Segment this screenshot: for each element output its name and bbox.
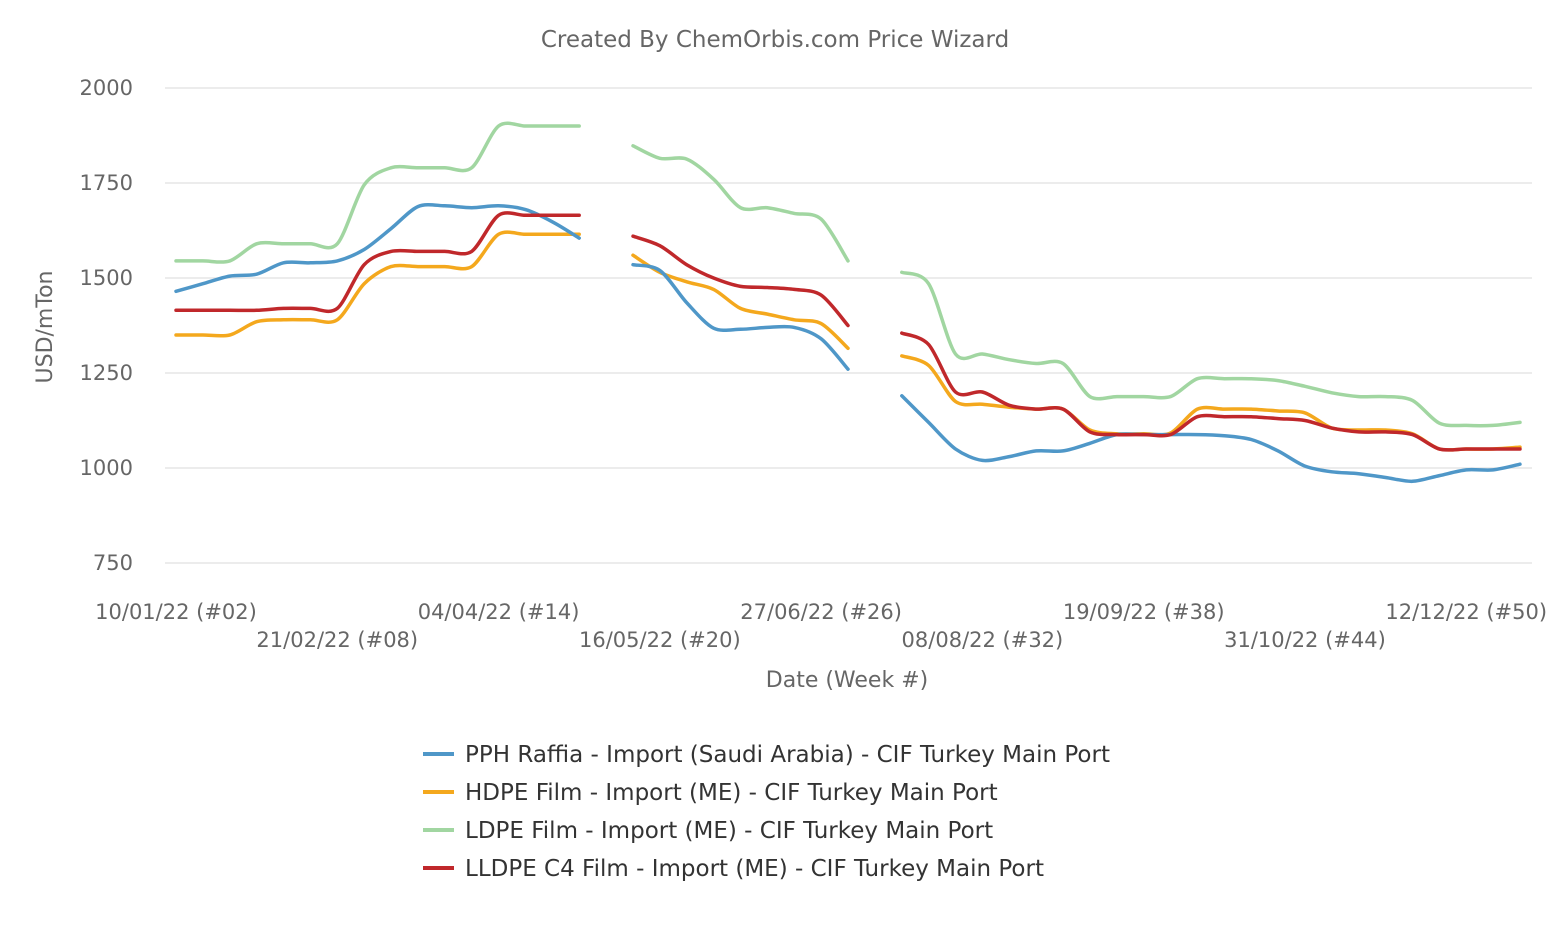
- x-tick-label: 12/12/22 (#50): [1385, 600, 1547, 624]
- x-tick-label: 08/08/22 (#32): [902, 628, 1064, 652]
- x-tick-label: 16/05/22 (#20): [579, 628, 741, 652]
- series-line-1: [174, 230, 1522, 452]
- grid-lines: [165, 87, 1532, 564]
- legend-item[interactable]: LDPE Film - Import (ME) - CIF Turkey Mai…: [423, 818, 993, 844]
- legend-label: LDPE Film - Import (ME) - CIF Turkey Mai…: [465, 818, 993, 844]
- series-line-2: [174, 121, 1522, 428]
- y-axis-title: USD/mTon: [33, 271, 58, 384]
- y-tick-label: 2000: [80, 76, 133, 100]
- x-tick-label: 21/02/22 (#08): [256, 628, 418, 652]
- series-segment: [900, 394, 1522, 484]
- series-segment: [174, 121, 581, 264]
- y-tick-label: 1500: [80, 266, 133, 290]
- y-tick-label: 1250: [80, 361, 133, 385]
- x-tick-label: 04/04/22 (#14): [418, 600, 580, 624]
- series-segment: [631, 234, 850, 328]
- series-segment: [900, 270, 1522, 428]
- series-line-0: [174, 203, 1522, 484]
- legend-item[interactable]: LLDPE C4 Film - Import (ME) - CIF Turkey…: [423, 856, 1044, 882]
- legend-item[interactable]: HDPE Film - Import (ME) - CIF Turkey Mai…: [423, 780, 998, 806]
- x-tick-label: 31/10/22 (#44): [1224, 628, 1386, 652]
- legend-item[interactable]: PPH Raffia - Import (Saudi Arabia) - CIF…: [423, 742, 1110, 768]
- y-tick-label: 1000: [80, 456, 133, 480]
- series-line-3: [174, 211, 1522, 452]
- y-tick-label: 750: [93, 551, 133, 575]
- x-tick-label: 19/09/22 (#38): [1063, 600, 1225, 624]
- x-tick-label: 27/06/22 (#26): [740, 600, 902, 624]
- series-segment: [631, 262, 850, 371]
- chart-title: Created By ChemOrbis.com Price Wizard: [541, 27, 1009, 53]
- series-segment: [631, 144, 850, 263]
- y-tick-label: 1750: [80, 171, 133, 195]
- x-axis-ticks: 10/01/22 (#02) 21/02/22 (#08)04/04/22 (#1…: [95, 600, 1547, 652]
- series-segment: [174, 230, 581, 338]
- series-segment: [174, 211, 581, 314]
- legend-label: PPH Raffia - Import (Saudi Arabia) - CIF…: [465, 742, 1110, 768]
- legend-label: LLDPE C4 Film - Import (ME) - CIF Turkey…: [465, 856, 1044, 882]
- x-tick-label: 10/01/22 (#02): [95, 600, 257, 624]
- series-lines: [174, 121, 1522, 484]
- series-segment: [174, 203, 581, 294]
- y-axis-ticks: 750 1000 1250 1500 1750 2000: [80, 76, 133, 575]
- series-segment: [900, 331, 1522, 452]
- legend-label: HDPE Film - Import (ME) - CIF Turkey Mai…: [465, 780, 998, 806]
- legend: PPH Raffia - Import (Saudi Arabia) - CIF…: [423, 742, 1110, 882]
- x-axis-title: Date (Week #): [766, 668, 928, 693]
